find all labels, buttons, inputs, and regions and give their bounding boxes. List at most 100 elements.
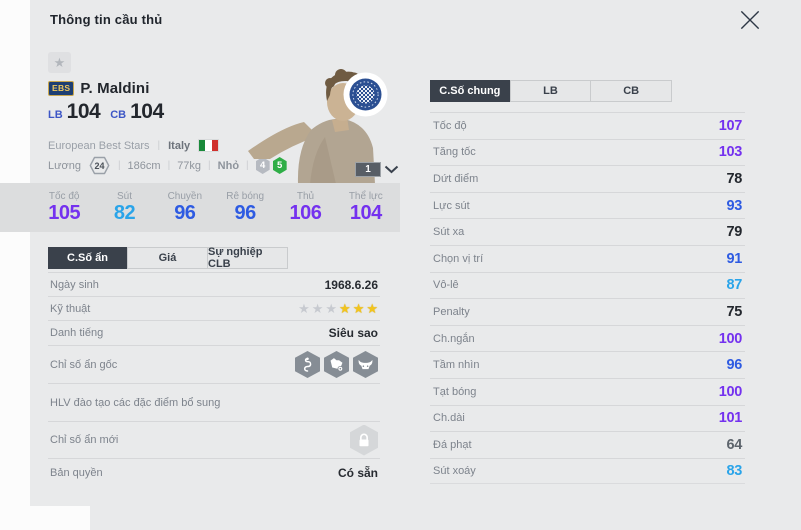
right-tab-0[interactable]: C.Số chung — [430, 80, 510, 102]
divider: | — [167, 160, 171, 171]
stat-label: Penalty — [433, 305, 470, 318]
snake-trait-icon — [295, 351, 320, 378]
position-rating: 104 — [130, 100, 164, 123]
top-stat: Thể lực 104 — [336, 183, 396, 232]
bottom-left-corner — [0, 506, 90, 530]
stat-row: Penalty 75 — [430, 298, 745, 325]
position-ratings: LB 104 CB 104 — [48, 101, 174, 122]
page-title: Thông tin cầu thủ — [50, 12, 163, 27]
origin-trait-icons — [295, 351, 378, 378]
stat-row: Ch.dài 101 — [430, 404, 745, 432]
top-stat-label: Rê bóng — [226, 191, 265, 202]
stat-row: Ch.ngắn 100 — [430, 324, 745, 352]
stat-row: Dứt điểm 78 — [430, 165, 745, 192]
player-portrait — [248, 69, 375, 184]
stat-row: Tốc độ 107 — [430, 112, 745, 139]
star-empty-icon: ★ — [298, 301, 310, 316]
row-label: Chỉ số ẩn gốc — [50, 358, 118, 371]
team-name: European Best Stars — [48, 139, 150, 152]
stat-row: Sút xoáy 83 — [430, 457, 745, 485]
top-stat-label: Thể lực — [348, 191, 383, 202]
level-selector[interactable]: 1 — [355, 162, 381, 177]
star-empty-icon: ★ — [311, 301, 324, 316]
row-new-traits: Chỉ số ẩn mới — [48, 421, 380, 458]
stat-value: 64 — [726, 436, 742, 453]
stat-value: 78 — [726, 170, 742, 187]
weight-value: 77kg — [177, 159, 202, 172]
right-tab-bar: C.Số chung LB CB — [430, 80, 673, 102]
stat-value: 101 — [718, 410, 743, 427]
divider: | — [208, 160, 211, 171]
row-value: Có sẵn — [337, 465, 378, 480]
stat-label: Ch.ngắn — [433, 332, 475, 345]
body-type: Nhỏ — [217, 159, 240, 172]
right-tab-2[interactable]: CB — [591, 80, 673, 102]
height-value: 186cm — [127, 159, 161, 172]
stat-label: Ch.dài — [433, 412, 465, 425]
stat-label: Sút xoáy — [433, 465, 476, 478]
stat-row: Tạt bóng 100 — [430, 377, 745, 405]
row-birth-date: Ngày sinh 1968.6.26 — [48, 272, 380, 296]
left-tab-1[interactable]: Giá — [127, 247, 208, 269]
stat-value: 87 — [726, 277, 742, 294]
star-empty-icon: ★ — [325, 301, 338, 316]
stat-label: Đá phạt — [433, 438, 472, 451]
top-stat-value: 105 — [48, 202, 81, 224]
technique-stars: ★ ★ ★ ★ ★ ★ — [298, 302, 378, 315]
top-stat: Thủ 106 — [275, 183, 335, 232]
stat-value: 100 — [718, 383, 743, 400]
stat-value: 93 — [726, 197, 742, 214]
stat-value: 100 — [718, 330, 743, 347]
stat-label: Tạt bóng — [433, 385, 477, 398]
player-name: P. Maldini — [80, 80, 150, 97]
stat-label: Lực sút — [433, 199, 470, 212]
star-filled-icon: ★ — [366, 301, 378, 316]
stat-label: Tầm nhìn — [433, 359, 480, 372]
stat-label: Dứt điểm — [433, 172, 479, 185]
weak-foot-badge: 4 — [255, 157, 270, 174]
stat-label: Tốc độ — [433, 119, 467, 132]
player-name-row: EBS P. Maldini — [48, 80, 149, 97]
position-label: CB — [110, 109, 127, 121]
chevron-down-icon[interactable] — [384, 165, 399, 174]
european-best-stars-logo-icon — [343, 72, 388, 117]
top-stat-value: 104 — [349, 202, 382, 224]
stat-row: Lực sút 93 — [430, 191, 745, 219]
top-stat-label: Sút — [116, 191, 132, 202]
close-button[interactable] — [731, 2, 769, 38]
lock-icon — [350, 424, 378, 456]
physique-row: Lương 24 | 186cm | 77kg | Nhỏ | 4 5 — [48, 156, 287, 175]
close-icon — [740, 10, 760, 30]
top-stat-label: Chuyền — [167, 191, 203, 202]
top-stat-value: 96 — [234, 202, 257, 224]
left-tab-0[interactable]: C.Số ẩn — [48, 247, 127, 269]
position-rating: 104 — [66, 100, 101, 123]
divider: | — [157, 140, 161, 151]
stat-label: Vô-lê — [433, 279, 459, 292]
row-technique: Kỹ thuật ★ ★ ★ ★ ★ ★ — [48, 296, 380, 320]
stat-value: 96 — [726, 357, 742, 374]
stat-value: 103 — [718, 144, 743, 161]
left-tab-bar: C.Số ẩn Giá Sự nghiệp CLB — [48, 246, 288, 270]
salary-value: 24 — [94, 161, 104, 171]
top-stat-label: Thủ — [296, 191, 315, 202]
italy-flag-icon — [198, 139, 220, 152]
buffalo-trait-icon — [353, 351, 378, 378]
top-stats-band: Tốc độ 105 Sút 82 Chuyền 96 Rê bóng 96 Thủ 106 Thể… — [0, 183, 400, 232]
row-label: Bản quyền — [50, 466, 103, 479]
top-stat-value: 96 — [174, 202, 196, 224]
favorite-button[interactable]: ★ — [48, 52, 71, 73]
row-label: Danh tiếng — [50, 327, 104, 339]
right-tab-1[interactable]: LB — [509, 80, 592, 102]
top-stat: Tốc độ 105 — [34, 183, 94, 232]
salary-label: Lương — [48, 159, 81, 172]
star-filled-icon: ★ — [352, 301, 365, 316]
star-filled-icon: ★ — [339, 301, 351, 316]
row-label: Chỉ số ẩn mới — [50, 434, 119, 446]
left-tab-2[interactable]: Sự nghiệp CLB — [208, 246, 288, 270]
skill-moves-badge: 5 — [272, 157, 287, 174]
left-edge-panel — [0, 0, 30, 530]
top-stat: Sút 82 — [94, 183, 154, 232]
top-stat-label: Tốc độ — [48, 191, 80, 202]
